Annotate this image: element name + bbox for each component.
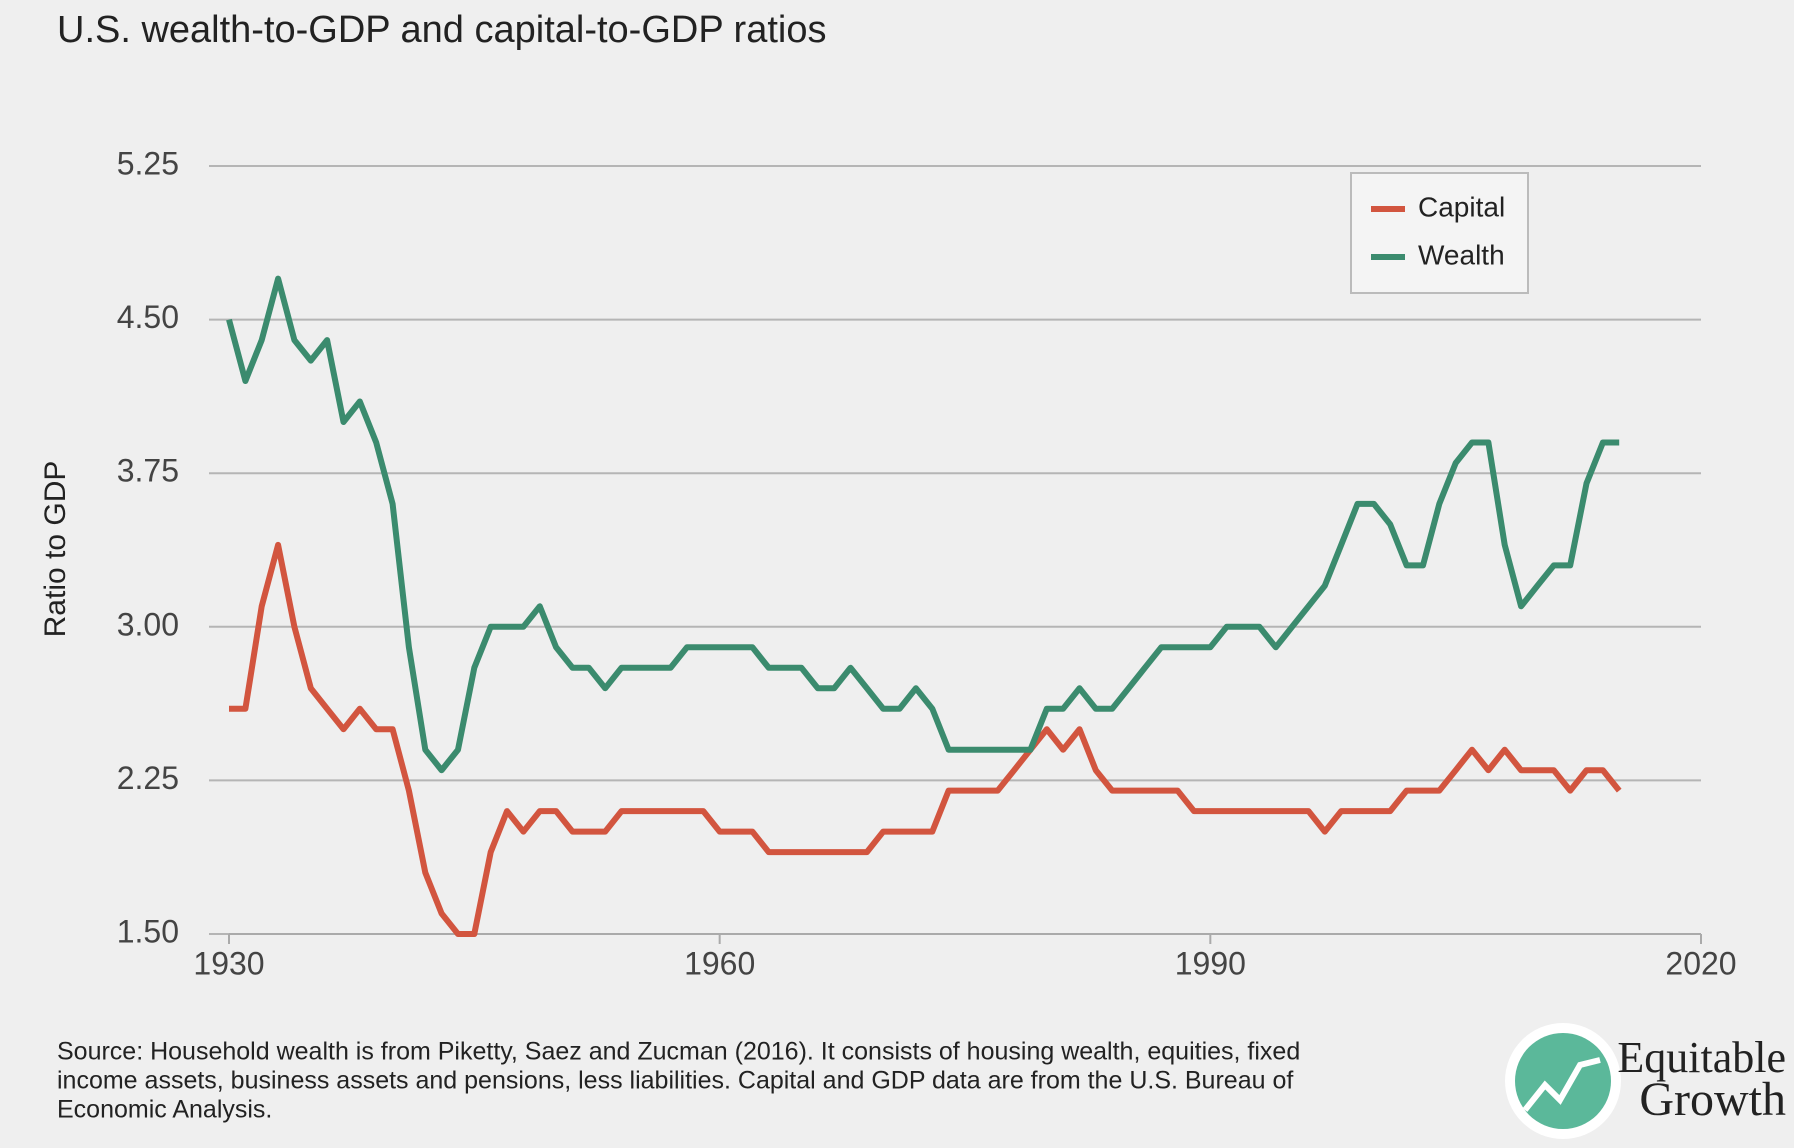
x-tick-label: 1990 [1175,945,1246,981]
y-tick-label: 2.25 [117,760,179,796]
y-axis-label: Ratio to GDP [39,461,72,638]
logo-text: Growth [1639,1073,1786,1126]
y-tick-label: 3.00 [117,606,179,642]
data-line [226,275,1620,774]
y-tick-label: 5.25 [117,145,179,181]
y-tick-label: 4.50 [117,299,179,335]
source-line: Source: Household wealth is from Piketty… [57,1038,1300,1066]
x-tick-label: 2020 [1665,945,1736,981]
source-note: Source: Household wealth is from Piketty… [57,1038,1300,1124]
x-tick-label: 1960 [684,945,755,981]
legend-box [1350,172,1529,294]
logo: Equitable Growth [1505,1023,1786,1139]
logo-text: Equitable [1617,1033,1786,1082]
legend-label: Capital [1418,191,1505,222]
legend-label: Wealth [1418,239,1505,270]
x-tick-label: 1930 [193,945,264,981]
logo-circle [1515,1033,1611,1129]
y-tick-label: 1.50 [117,913,179,949]
logo-icon [1522,1057,1601,1112]
chart-title: U.S. wealth-to-GDP and capital-to-GDP ra… [57,9,826,51]
data-line [229,541,1622,937]
y-tick-label: 3.75 [117,453,179,489]
source-line: income assets, business assets and pensi… [57,1067,1293,1095]
source-line: Economic Analysis. [57,1096,272,1124]
